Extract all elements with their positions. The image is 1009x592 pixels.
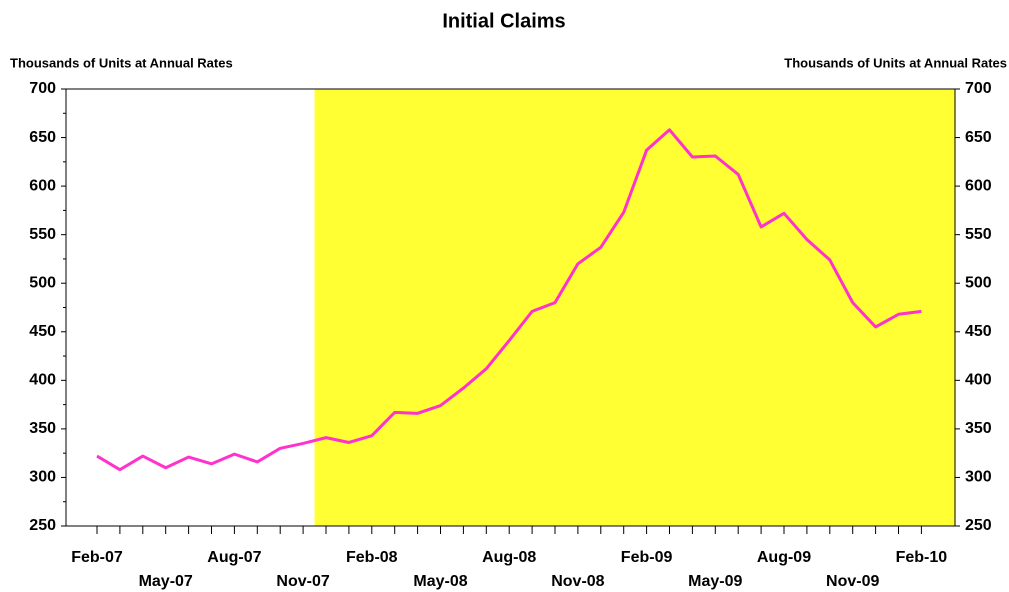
- x-tick-label: May-08: [413, 573, 467, 590]
- highlight-region: [314, 89, 955, 526]
- y2-tick-label: 700: [965, 80, 992, 97]
- y-tick-label: 600: [29, 177, 56, 194]
- y-axis-label: Thousands of Units at Annual Rates: [10, 55, 233, 70]
- y2-tick-label: 400: [965, 372, 992, 389]
- x-tick-label: May-07: [139, 573, 193, 590]
- y-tick-label: 650: [29, 129, 56, 146]
- chart-title: Initial Claims: [442, 10, 565, 32]
- y-tick-label: 700: [29, 80, 56, 97]
- y-tick-label: 250: [29, 517, 56, 534]
- x-tick-label: Nov-09: [826, 573, 879, 590]
- y2-tick-label: 250: [965, 517, 992, 534]
- x-tick-label: Nov-07: [276, 573, 329, 590]
- x-tick-label: Feb-09: [621, 549, 673, 566]
- x-tick-label: Feb-08: [346, 549, 398, 566]
- y-tick-label: 550: [29, 226, 56, 243]
- x-tick-label: Aug-08: [482, 549, 536, 566]
- x-tick-label: Feb-07: [71, 549, 123, 566]
- y-tick-label: 400: [29, 372, 56, 389]
- y-tick-label: 300: [29, 469, 56, 486]
- x-tick-label: Feb-10: [896, 549, 948, 566]
- x-tick-label: Aug-09: [757, 549, 811, 566]
- series-line: [96, 128, 922, 472]
- y-tick-label: 450: [29, 323, 56, 340]
- y2-tick-label: 650: [965, 129, 992, 146]
- y2-tick-label: 450: [965, 323, 992, 340]
- x-tick-label: May-09: [688, 573, 742, 590]
- y-tick-label: 500: [29, 274, 56, 291]
- y2-tick-label: 550: [965, 226, 992, 243]
- y2-tick-label: 600: [965, 177, 992, 194]
- y2-tick-label: 300: [965, 469, 992, 486]
- y-tick-label: 350: [29, 420, 56, 437]
- y2-axis-label: Thousands of Units at Annual Rates: [784, 55, 1007, 70]
- y2-tick-label: 500: [965, 274, 992, 291]
- y2-tick-label: 350: [965, 420, 992, 437]
- x-tick-label: Nov-08: [551, 573, 604, 590]
- x-tick-label: Aug-07: [207, 549, 261, 566]
